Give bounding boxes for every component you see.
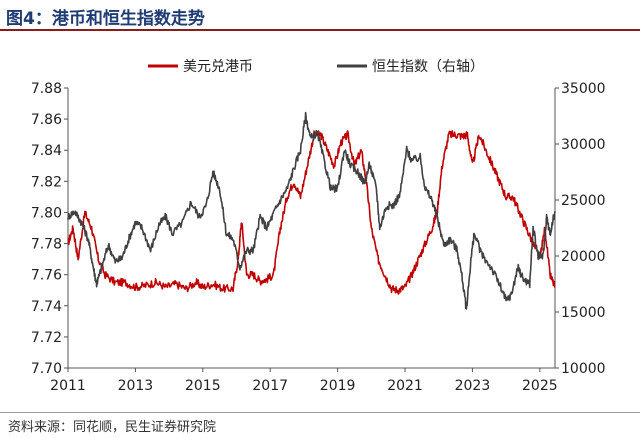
right-tick-label: 20000 [561, 249, 606, 265]
left-tick-label: 7.86 [31, 112, 62, 128]
left-tick-label: 7.80 [31, 205, 62, 221]
right-tick-label: 35000 [561, 81, 606, 97]
right-tick-label: 15000 [561, 305, 606, 321]
title-bar: 图4：港币和恒生指数走势 [0, 0, 640, 31]
hang-seng-line [67, 111, 556, 310]
source-note: 资料来源：同花顺，民生证券研究院 [8, 420, 217, 435]
x-tick-label: 2015 [185, 378, 221, 394]
x-tick-label: 2011 [50, 378, 86, 394]
left-tick-label: 7.82 [31, 174, 62, 190]
legend-label-hang-seng: 恒生指数（右轴） [372, 59, 484, 75]
legend-label-usd-hkd: 美元兑港币 [183, 59, 253, 75]
left-tick-label: 7.76 [31, 268, 62, 284]
left-tick-label: 7.84 [31, 143, 62, 159]
chart-title: 图4：港币和恒生指数走势 [6, 9, 205, 29]
left-tick-label: 7.78 [31, 237, 62, 253]
left-tick-label: 7.72 [31, 330, 62, 346]
usd-hkd-line [67, 130, 556, 295]
left-tick-label: 7.88 [31, 81, 62, 97]
right-tick-label: 30000 [561, 137, 606, 153]
x-tick-label: 2017 [252, 378, 288, 394]
x-tick-label: 2019 [320, 378, 356, 394]
right-tick-label: 10000 [561, 361, 606, 377]
x-tick-label: 2021 [387, 378, 423, 394]
x-tick-label: 2023 [455, 378, 491, 394]
right-tick-label: 25000 [561, 193, 606, 209]
x-tick-label: 2025 [522, 378, 558, 394]
x-tick-label: 2013 [118, 378, 154, 394]
chart: 7.70 7.72 7.74 7.76 7.78 7.80 7.82 7.84 7.86 7.88… [31, 59, 606, 394]
left-tick-label: 7.70 [31, 361, 62, 377]
source-rule [0, 412, 640, 413]
title-rule [0, 29, 640, 31]
left-tick-label: 7.74 [31, 299, 62, 315]
